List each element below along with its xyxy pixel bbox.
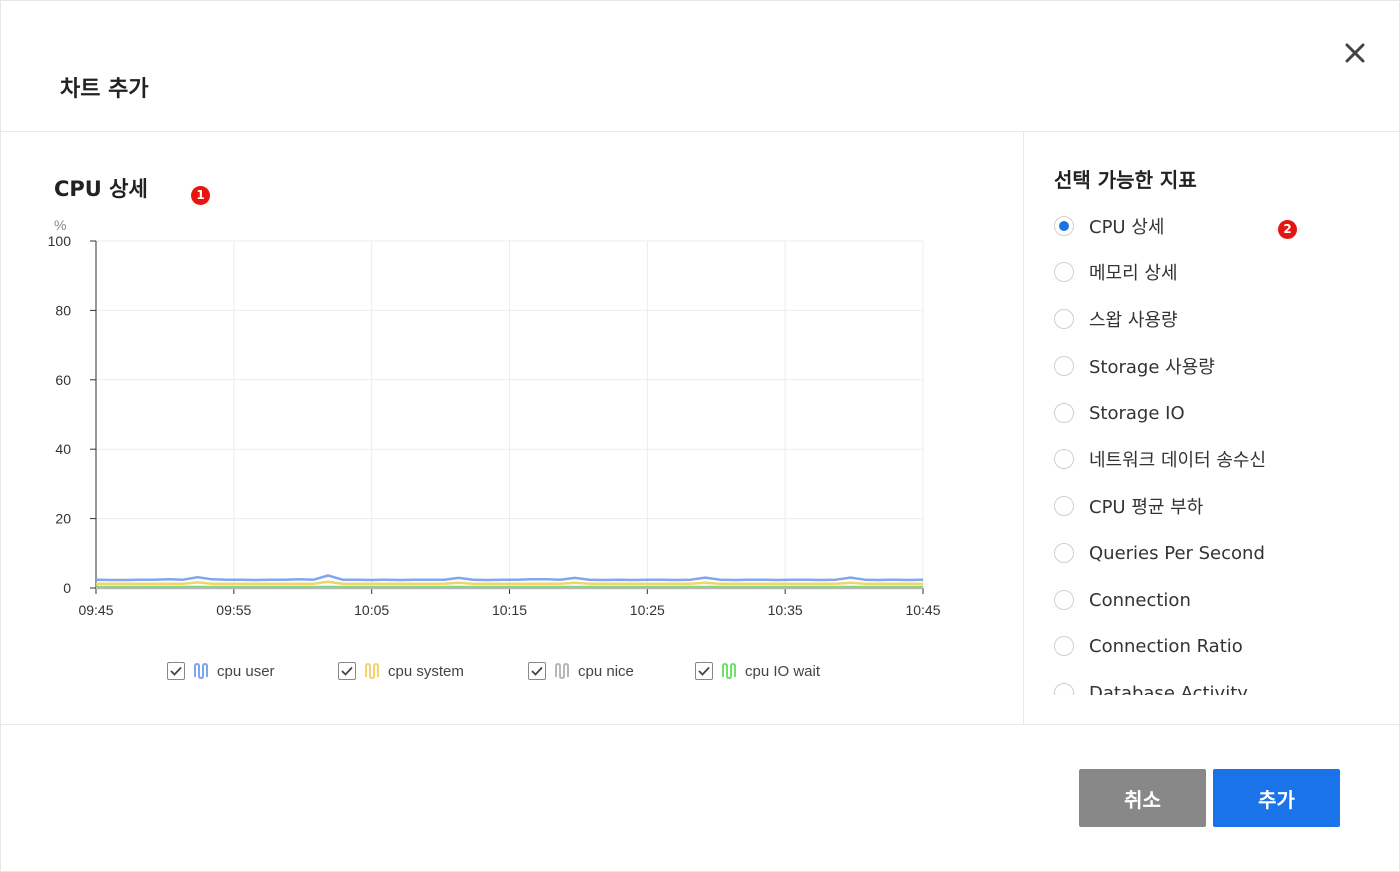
x-tick-label: 10:15 bbox=[492, 602, 527, 618]
option-label: 메모리 상세 bbox=[1089, 263, 1178, 284]
dialog-footer bbox=[1, 724, 1399, 872]
option-label: 스왑 사용량 bbox=[1089, 310, 1178, 331]
option-cpu-detail[interactable]: CPU 상세 bbox=[1054, 211, 1374, 241]
close-icon[interactable] bbox=[1339, 37, 1371, 69]
option-label: Queries Per Second bbox=[1089, 542, 1265, 564]
option-label: Storage 사용량 bbox=[1089, 357, 1215, 378]
x-tick-label: 10:45 bbox=[905, 602, 940, 618]
annotation-marker-2: 2 bbox=[1278, 220, 1297, 239]
y-tick-label: 20 bbox=[55, 511, 71, 527]
checkbox-icon[interactable] bbox=[167, 662, 185, 680]
checkbox-icon[interactable] bbox=[695, 662, 713, 680]
option-label: 네트워크 데이터 송수신 bbox=[1089, 450, 1267, 471]
radio-icon[interactable] bbox=[1054, 636, 1074, 656]
legend-label: cpu nice bbox=[578, 662, 634, 680]
legend-item-cpu-system[interactable]: cpu system bbox=[338, 660, 464, 682]
radio-icon[interactable] bbox=[1054, 496, 1074, 516]
metric-list-title: 선택 가능한 지표 bbox=[1054, 168, 1197, 192]
annotation-marker-1: 1 bbox=[191, 186, 210, 205]
series-line-cpu-user bbox=[95, 574, 924, 582]
radio-icon[interactable] bbox=[1054, 356, 1074, 376]
option-label: Storage IO bbox=[1089, 402, 1185, 424]
option-connection[interactable]: Connection bbox=[1054, 585, 1374, 615]
line-series-icon bbox=[555, 663, 569, 679]
legend-item-cpu-user[interactable]: cpu user bbox=[167, 660, 275, 682]
option-storage-usage[interactable]: Storage 사용량 bbox=[1054, 351, 1374, 381]
y-tick-label: 80 bbox=[55, 302, 71, 318]
metric-option-list[interactable]: CPU 상세 메모리 상세 스왑 사용량 Storage 사용량 Storage… bbox=[1054, 209, 1384, 695]
series-line-cpu-system bbox=[96, 580, 923, 586]
option-label: Connection Ratio bbox=[1089, 635, 1243, 657]
x-tick-label: 10:35 bbox=[768, 602, 803, 618]
option-label: Database Activity bbox=[1089, 682, 1248, 696]
add-button[interactable]: 추가 bbox=[1213, 769, 1340, 827]
y-tick-label: 0 bbox=[63, 580, 71, 596]
x-tick-label: 09:45 bbox=[78, 602, 113, 618]
radio-selected-icon[interactable] bbox=[1054, 216, 1074, 236]
radio-icon[interactable] bbox=[1054, 590, 1074, 610]
checkbox-icon[interactable] bbox=[338, 662, 356, 680]
line-series-icon bbox=[722, 663, 736, 679]
metric-select-panel bbox=[1023, 132, 1400, 724]
legend-item-cpu-io-wait[interactable]: cpu IO wait bbox=[695, 660, 820, 682]
y-tick-label: 100 bbox=[48, 233, 72, 249]
legend-label: cpu IO wait bbox=[745, 662, 821, 680]
cancel-button[interactable]: 취소 bbox=[1079, 769, 1206, 827]
line-series-icon bbox=[365, 663, 379, 679]
cpu-line-chart: 100 80 60 40 20 0 09:45 09:55 10:05 10:15 10:25 10:… bbox=[48, 217, 941, 618]
option-label: CPU 평균 부하 bbox=[1089, 497, 1204, 518]
radio-icon[interactable] bbox=[1054, 262, 1074, 282]
radio-icon[interactable] bbox=[1054, 309, 1074, 329]
option-queries-per-second[interactable]: Queries Per Second bbox=[1054, 538, 1374, 568]
option-label: CPU 상세 bbox=[1089, 217, 1165, 238]
checkbox-icon[interactable] bbox=[528, 662, 546, 680]
x-tick-label: 10:25 bbox=[630, 602, 665, 618]
option-label: Connection bbox=[1089, 589, 1191, 611]
option-memory-detail[interactable]: 메모리 상세 bbox=[1054, 257, 1374, 287]
radio-icon[interactable] bbox=[1054, 449, 1074, 469]
x-tick-label: 09:55 bbox=[216, 602, 251, 618]
legend-label: cpu user bbox=[217, 662, 275, 680]
line-series-icon bbox=[194, 663, 208, 679]
option-database-activity[interactable]: Database Activity bbox=[1054, 678, 1374, 695]
option-connection-ratio[interactable]: Connection Ratio bbox=[1054, 631, 1374, 661]
y-unit-label: % bbox=[54, 217, 66, 233]
chart-series bbox=[95, 574, 924, 590]
legend-label: cpu system bbox=[388, 662, 464, 680]
dialog-title: 차트 추가 bbox=[60, 77, 149, 102]
radio-icon[interactable] bbox=[1054, 403, 1074, 423]
option-cpu-load-average[interactable]: CPU 평균 부하 bbox=[1054, 491, 1374, 521]
chart-title: CPU 상세 bbox=[54, 177, 148, 201]
radio-icon[interactable] bbox=[1054, 683, 1074, 695]
option-swap-usage[interactable]: 스왑 사용량 bbox=[1054, 304, 1374, 334]
chart-grid bbox=[96, 240, 924, 588]
x-tick-label: 10:05 bbox=[354, 602, 389, 618]
y-tick-label: 60 bbox=[55, 372, 71, 388]
y-tick-label: 40 bbox=[55, 441, 71, 457]
radio-icon[interactable] bbox=[1054, 543, 1074, 563]
legend-item-cpu-nice[interactable]: cpu nice bbox=[528, 660, 634, 682]
chart-axes: 100 80 60 40 20 0 09:45 09:55 10:05 10:15 10:25 10:… bbox=[48, 233, 941, 618]
option-network-data[interactable]: 네트워크 데이터 송수신 bbox=[1054, 444, 1374, 474]
option-storage-io[interactable]: Storage IO bbox=[1054, 398, 1374, 428]
dialog-header: 차트 추가 bbox=[1, 1, 1399, 132]
